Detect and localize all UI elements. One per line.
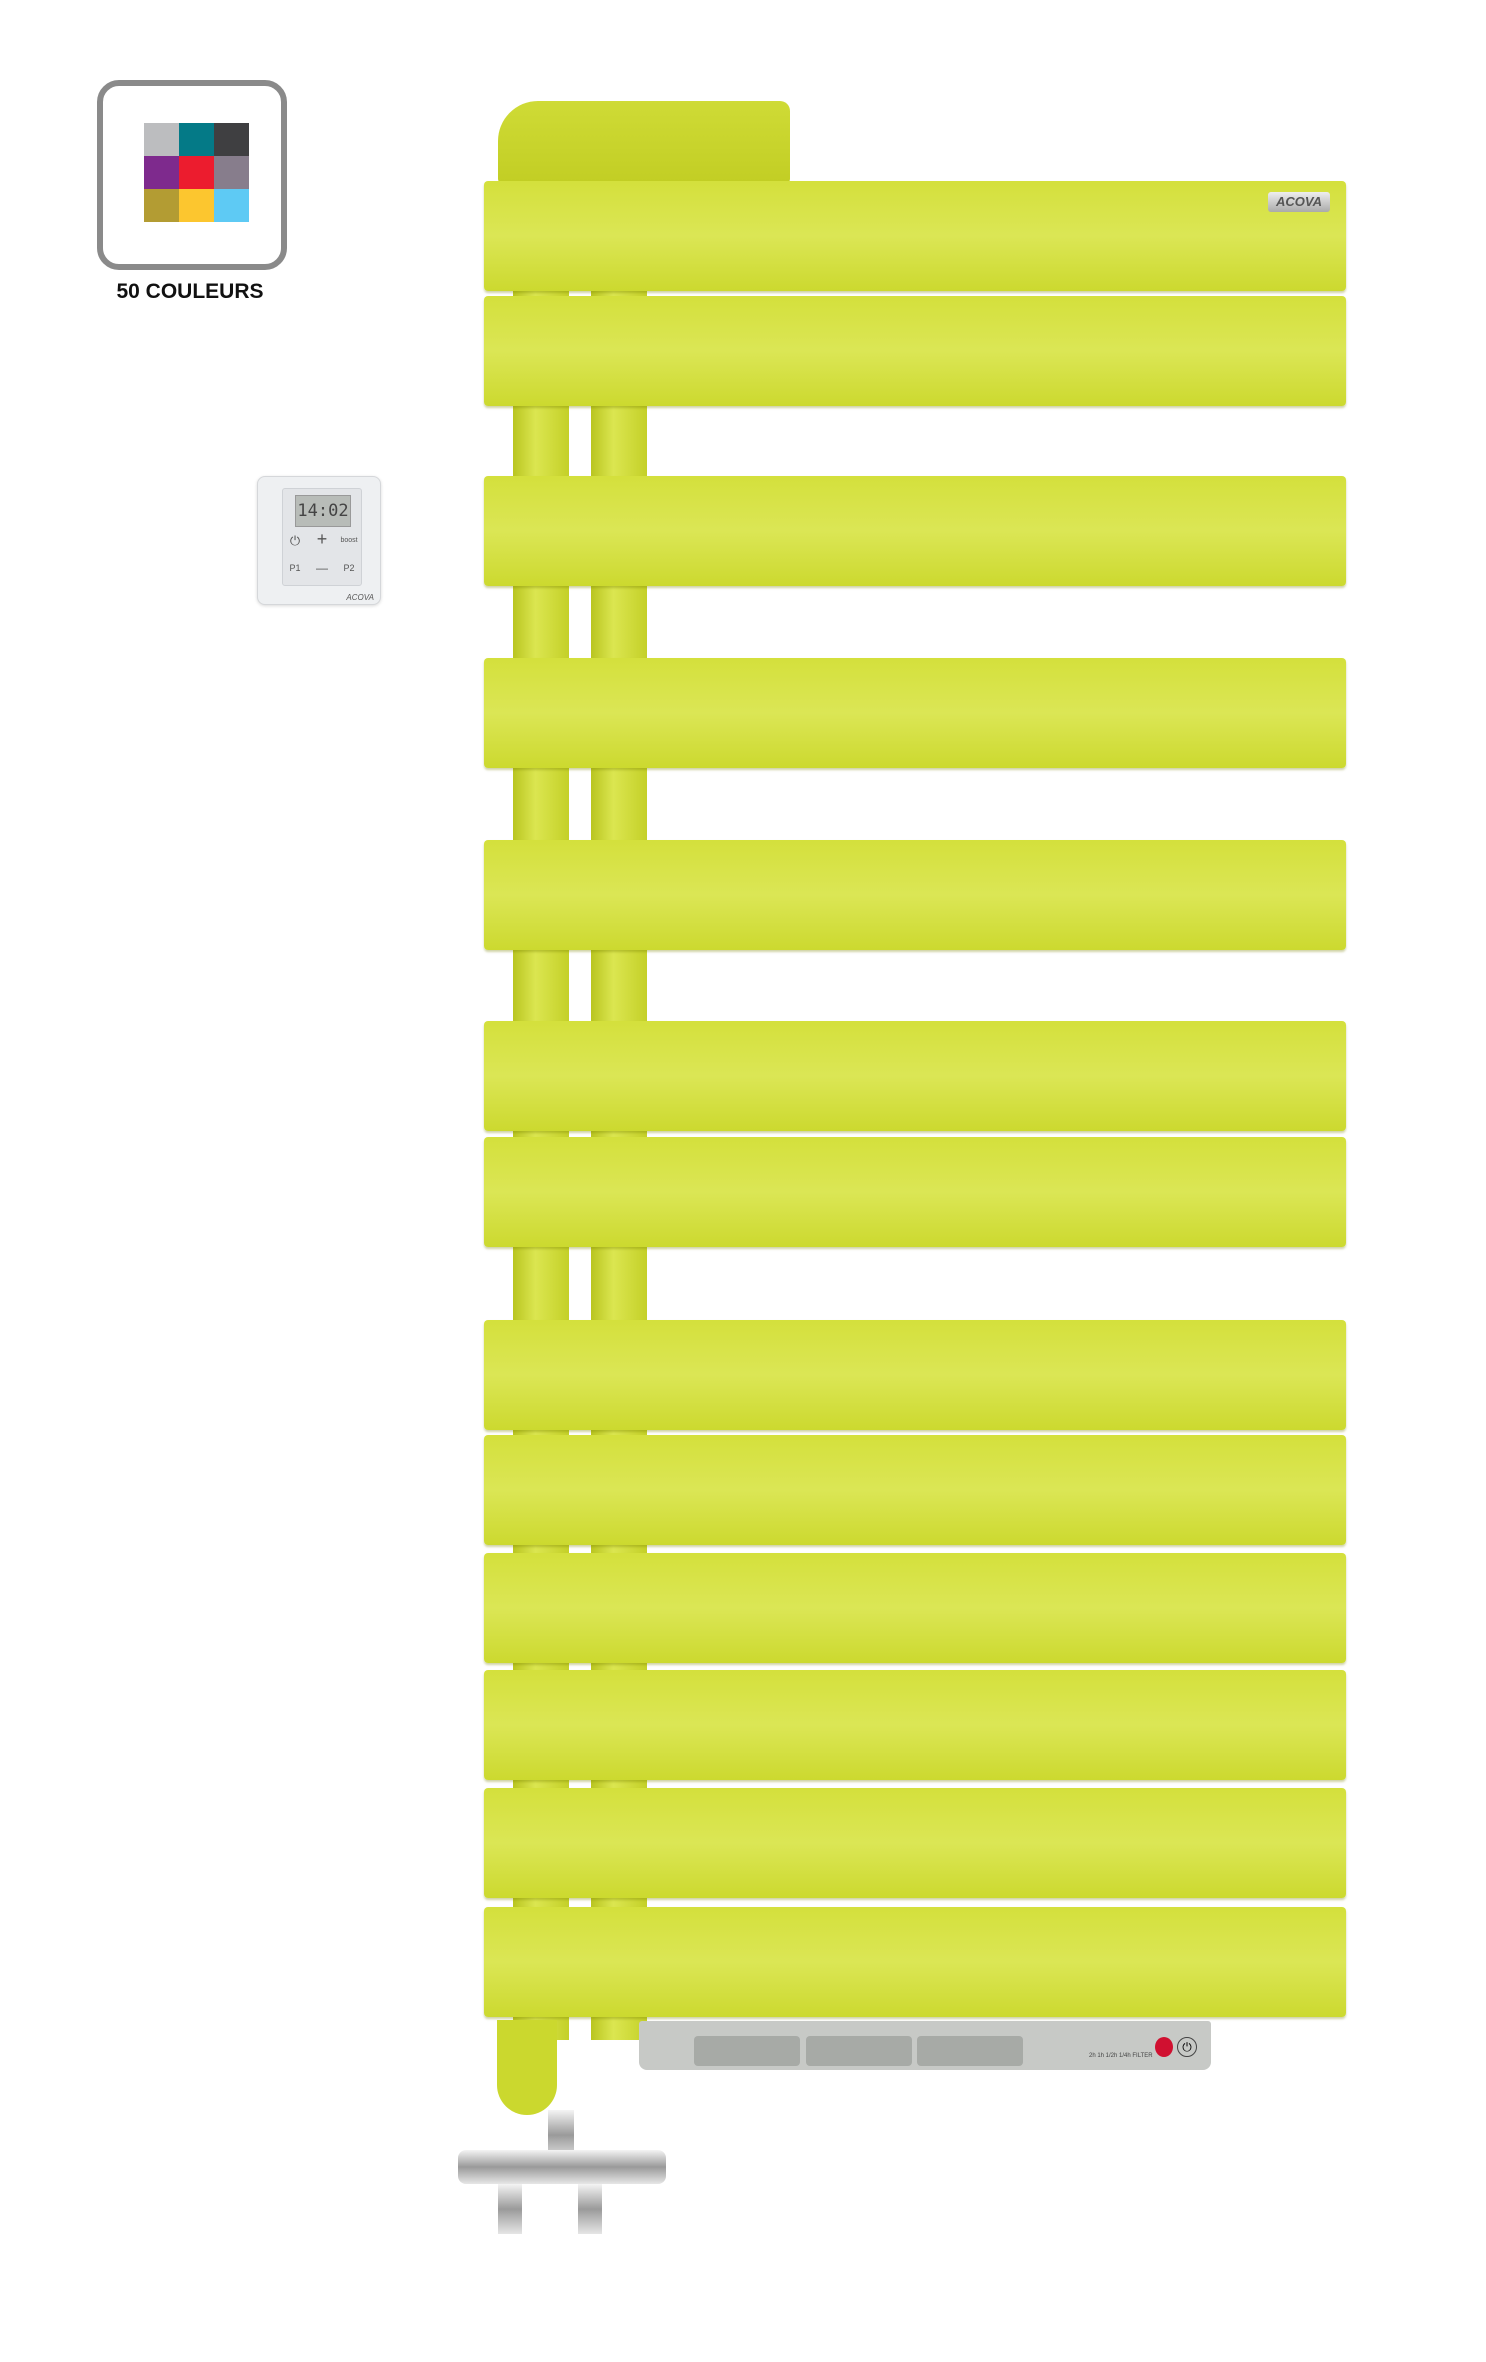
controller-brand: ACOVA: [346, 593, 374, 602]
color-swatch: [214, 156, 249, 189]
air-vent: [806, 2036, 912, 2066]
radiator-bar: [484, 1137, 1346, 1247]
valve-icon: [458, 2110, 666, 2234]
color-swatch: [144, 123, 179, 156]
minus-button: —: [316, 561, 328, 575]
thermostat-controller: 14:02 ⏻ + boost P1 — P2 ACOVA: [257, 476, 381, 605]
air-vent: [917, 2036, 1023, 2066]
radiator-bar: [484, 1788, 1346, 1898]
fan-heater-panel: 2h 1h 1/2h 1/4h FILTER ⏻: [639, 2021, 1211, 2070]
color-swatch-grid: [144, 123, 249, 222]
radiator-bar: [484, 181, 1346, 291]
p1-button: P1: [289, 563, 301, 573]
radiator-bar: [484, 1907, 1346, 2017]
controller-display: 14:02: [295, 495, 351, 527]
power-icon: ⏻: [1177, 2037, 1197, 2057]
radiator-bar: [484, 1320, 1346, 1430]
air-vent: [694, 2036, 800, 2066]
color-swatch: [179, 123, 214, 156]
color-swatch-badge: [97, 80, 287, 270]
color-swatch: [214, 189, 249, 222]
boost-button: [1155, 2037, 1173, 2057]
color-swatch: [179, 156, 214, 189]
color-swatch: [144, 156, 179, 189]
brand-logo: ACOVA: [1268, 192, 1330, 212]
radiator-bar: [484, 1670, 1346, 1780]
radiator-bar: [484, 1021, 1346, 1131]
timer-indicators: 2h 1h 1/2h 1/4h FILTER: [1089, 2053, 1153, 2059]
color-swatch: [214, 123, 249, 156]
power-button: ⏻: [289, 533, 301, 548]
radiator-top-block: [498, 101, 790, 183]
radiator-bar: [484, 476, 1346, 586]
colors-label: 50 COULEURS: [116, 280, 264, 303]
color-swatch: [144, 189, 179, 222]
plus-button: +: [316, 529, 328, 549]
boost-button: boost: [340, 537, 358, 544]
radiator-bar: [484, 296, 1346, 406]
p2-button: P2: [343, 563, 355, 573]
radiator-bar: [484, 1553, 1346, 1663]
bottom-elbow: [497, 2020, 557, 2115]
radiator-bar: [484, 658, 1346, 768]
radiator-bar: [484, 840, 1346, 950]
radiator-bar: [484, 1435, 1346, 1545]
color-swatch: [179, 189, 214, 222]
